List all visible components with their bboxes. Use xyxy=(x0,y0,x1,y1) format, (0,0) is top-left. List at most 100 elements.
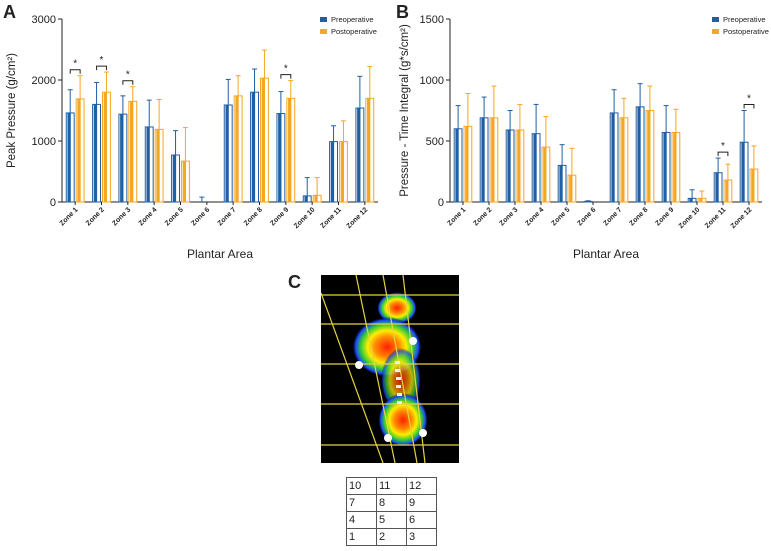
x-tick-label: Zone 7 xyxy=(217,206,238,227)
bar-postoperative xyxy=(288,98,292,202)
x-tick-label: Zone 8 xyxy=(243,206,264,227)
y-tick-label: 2000 xyxy=(32,75,56,87)
bar-postoperative xyxy=(340,141,345,202)
x-tick-label: Zone 5 xyxy=(551,206,572,227)
significance-bracket xyxy=(96,65,107,71)
x-tick-label: Zone 10 xyxy=(293,206,317,230)
bar-preoperative xyxy=(455,128,459,202)
significance-marker: * xyxy=(284,64,288,75)
bar-postoperative xyxy=(569,175,573,202)
zone-cell: 12 xyxy=(406,477,437,495)
bar-preoperative xyxy=(172,155,177,202)
x-tick-label: Zone 1 xyxy=(447,206,468,227)
significance-marker: * xyxy=(100,55,104,66)
bar-postoperative xyxy=(103,92,108,202)
bar-postoperative xyxy=(517,130,521,202)
x-axis-label: Plantar Area xyxy=(187,247,253,261)
bar-postoperative xyxy=(261,78,266,202)
x-tick-label: Zone 5 xyxy=(164,206,185,227)
x-tick-label: Zone 2 xyxy=(473,206,494,227)
zone-cell: 1 xyxy=(346,528,377,546)
x-tick-label: Zone 6 xyxy=(577,206,598,227)
bar-postoperative xyxy=(182,161,187,202)
bar-postoperative xyxy=(725,180,729,202)
legend-label-postoperative: Postoperative xyxy=(331,27,377,36)
bar-preoperative xyxy=(637,106,641,202)
y-tick-label: 1500 xyxy=(420,14,444,26)
bar-postoperative xyxy=(751,169,755,202)
zone-cell: 8 xyxy=(376,494,407,512)
x-tick-label: Zone 9 xyxy=(269,206,290,227)
x-tick-label: Zone 1 xyxy=(59,206,80,227)
peak-pressure-chart: 0 1000 2000 3000 Peak Pressure (g/cm²) Planta… xyxy=(6,14,378,261)
bar-postoperative xyxy=(543,147,547,202)
bar-preoperative xyxy=(120,114,124,202)
significance-marker: * xyxy=(126,70,130,81)
panel-label-b: B xyxy=(396,2,409,22)
x-tick-label: Zone 7 xyxy=(603,206,624,227)
bar-preoperative xyxy=(533,133,537,202)
zone-cell: 7 xyxy=(346,494,377,512)
bar-preoperative xyxy=(146,126,150,202)
significance-bracket xyxy=(69,69,81,74)
x-tick-label: Zone 12 xyxy=(730,206,754,230)
bar-preoperative xyxy=(225,105,229,202)
y-tick-label: 1000 xyxy=(420,75,444,87)
legend-label-postoperative: Postoperative xyxy=(723,27,769,36)
bar-postoperative xyxy=(367,98,371,202)
significance-bracket xyxy=(717,151,729,157)
legend-swatch-postoperative xyxy=(712,29,719,34)
x-tick-label: Zone 6 xyxy=(190,206,211,227)
bar-preoperative xyxy=(585,201,589,202)
x-tick-label: Zone 8 xyxy=(629,206,650,227)
zone-cell: 5 xyxy=(376,511,407,529)
x-tick-label: Zone 11 xyxy=(320,206,343,229)
legend-swatch-postoperative xyxy=(320,29,327,34)
significance-marker: * xyxy=(721,141,725,152)
bar-preoperative xyxy=(507,130,511,202)
bar-preoperative xyxy=(611,112,615,202)
zone-cell: 6 xyxy=(406,511,437,529)
y-tick-label: 3000 xyxy=(32,14,56,26)
x-tick-label: Zone 4 xyxy=(138,206,159,227)
legend-swatch-preoperative xyxy=(320,17,327,22)
x-axis-label: Plantar Area xyxy=(573,247,639,261)
zone-cell: 10 xyxy=(346,477,377,495)
bar-postoperative xyxy=(156,129,160,202)
legend-swatch-preoperative xyxy=(712,17,719,22)
y-tick-label: 0 xyxy=(438,197,444,209)
x-tick-label: Zone 2 xyxy=(85,206,106,227)
bar-preoperative xyxy=(663,132,667,202)
significance-marker: * xyxy=(747,94,751,105)
bar-preoperative xyxy=(741,142,745,202)
bar-preoperative xyxy=(559,165,563,202)
bar-preoperative xyxy=(93,104,98,202)
y-tick-label: 0 xyxy=(50,197,56,209)
bar-preoperative xyxy=(67,112,71,202)
significance-bracket xyxy=(280,74,292,79)
x-tick-label: Zone 12 xyxy=(346,206,370,230)
bar-postoperative xyxy=(647,110,651,202)
bar-preoperative xyxy=(251,92,256,202)
bar-postoperative xyxy=(130,101,134,202)
x-tick-label: Zone 3 xyxy=(111,206,132,227)
bar-postoperative xyxy=(673,132,677,202)
legend-label-preoperative: Preoperative xyxy=(723,15,766,24)
bar-preoperative xyxy=(357,108,361,202)
bar-postoperative xyxy=(699,198,703,202)
x-tick-label: Zone 4 xyxy=(525,206,546,227)
zone-cell: 11 xyxy=(376,477,407,495)
zone-cell: 9 xyxy=(406,494,437,512)
x-tick-label: Zone 3 xyxy=(499,206,520,227)
x-tick-label: Zone 10 xyxy=(678,206,702,230)
zone-cell: 2 xyxy=(376,528,407,546)
bar-preoperative xyxy=(715,172,719,202)
significance-marker: * xyxy=(73,59,77,70)
bar-preoperative xyxy=(278,113,282,202)
legend-label-preoperative: Preoperative xyxy=(331,15,374,24)
pressure-time-integral-chart: 0 500 1000 1500 Pressure - Time Integral (g*… xyxy=(399,14,769,261)
x-tick-label: Zone 11 xyxy=(704,206,727,229)
